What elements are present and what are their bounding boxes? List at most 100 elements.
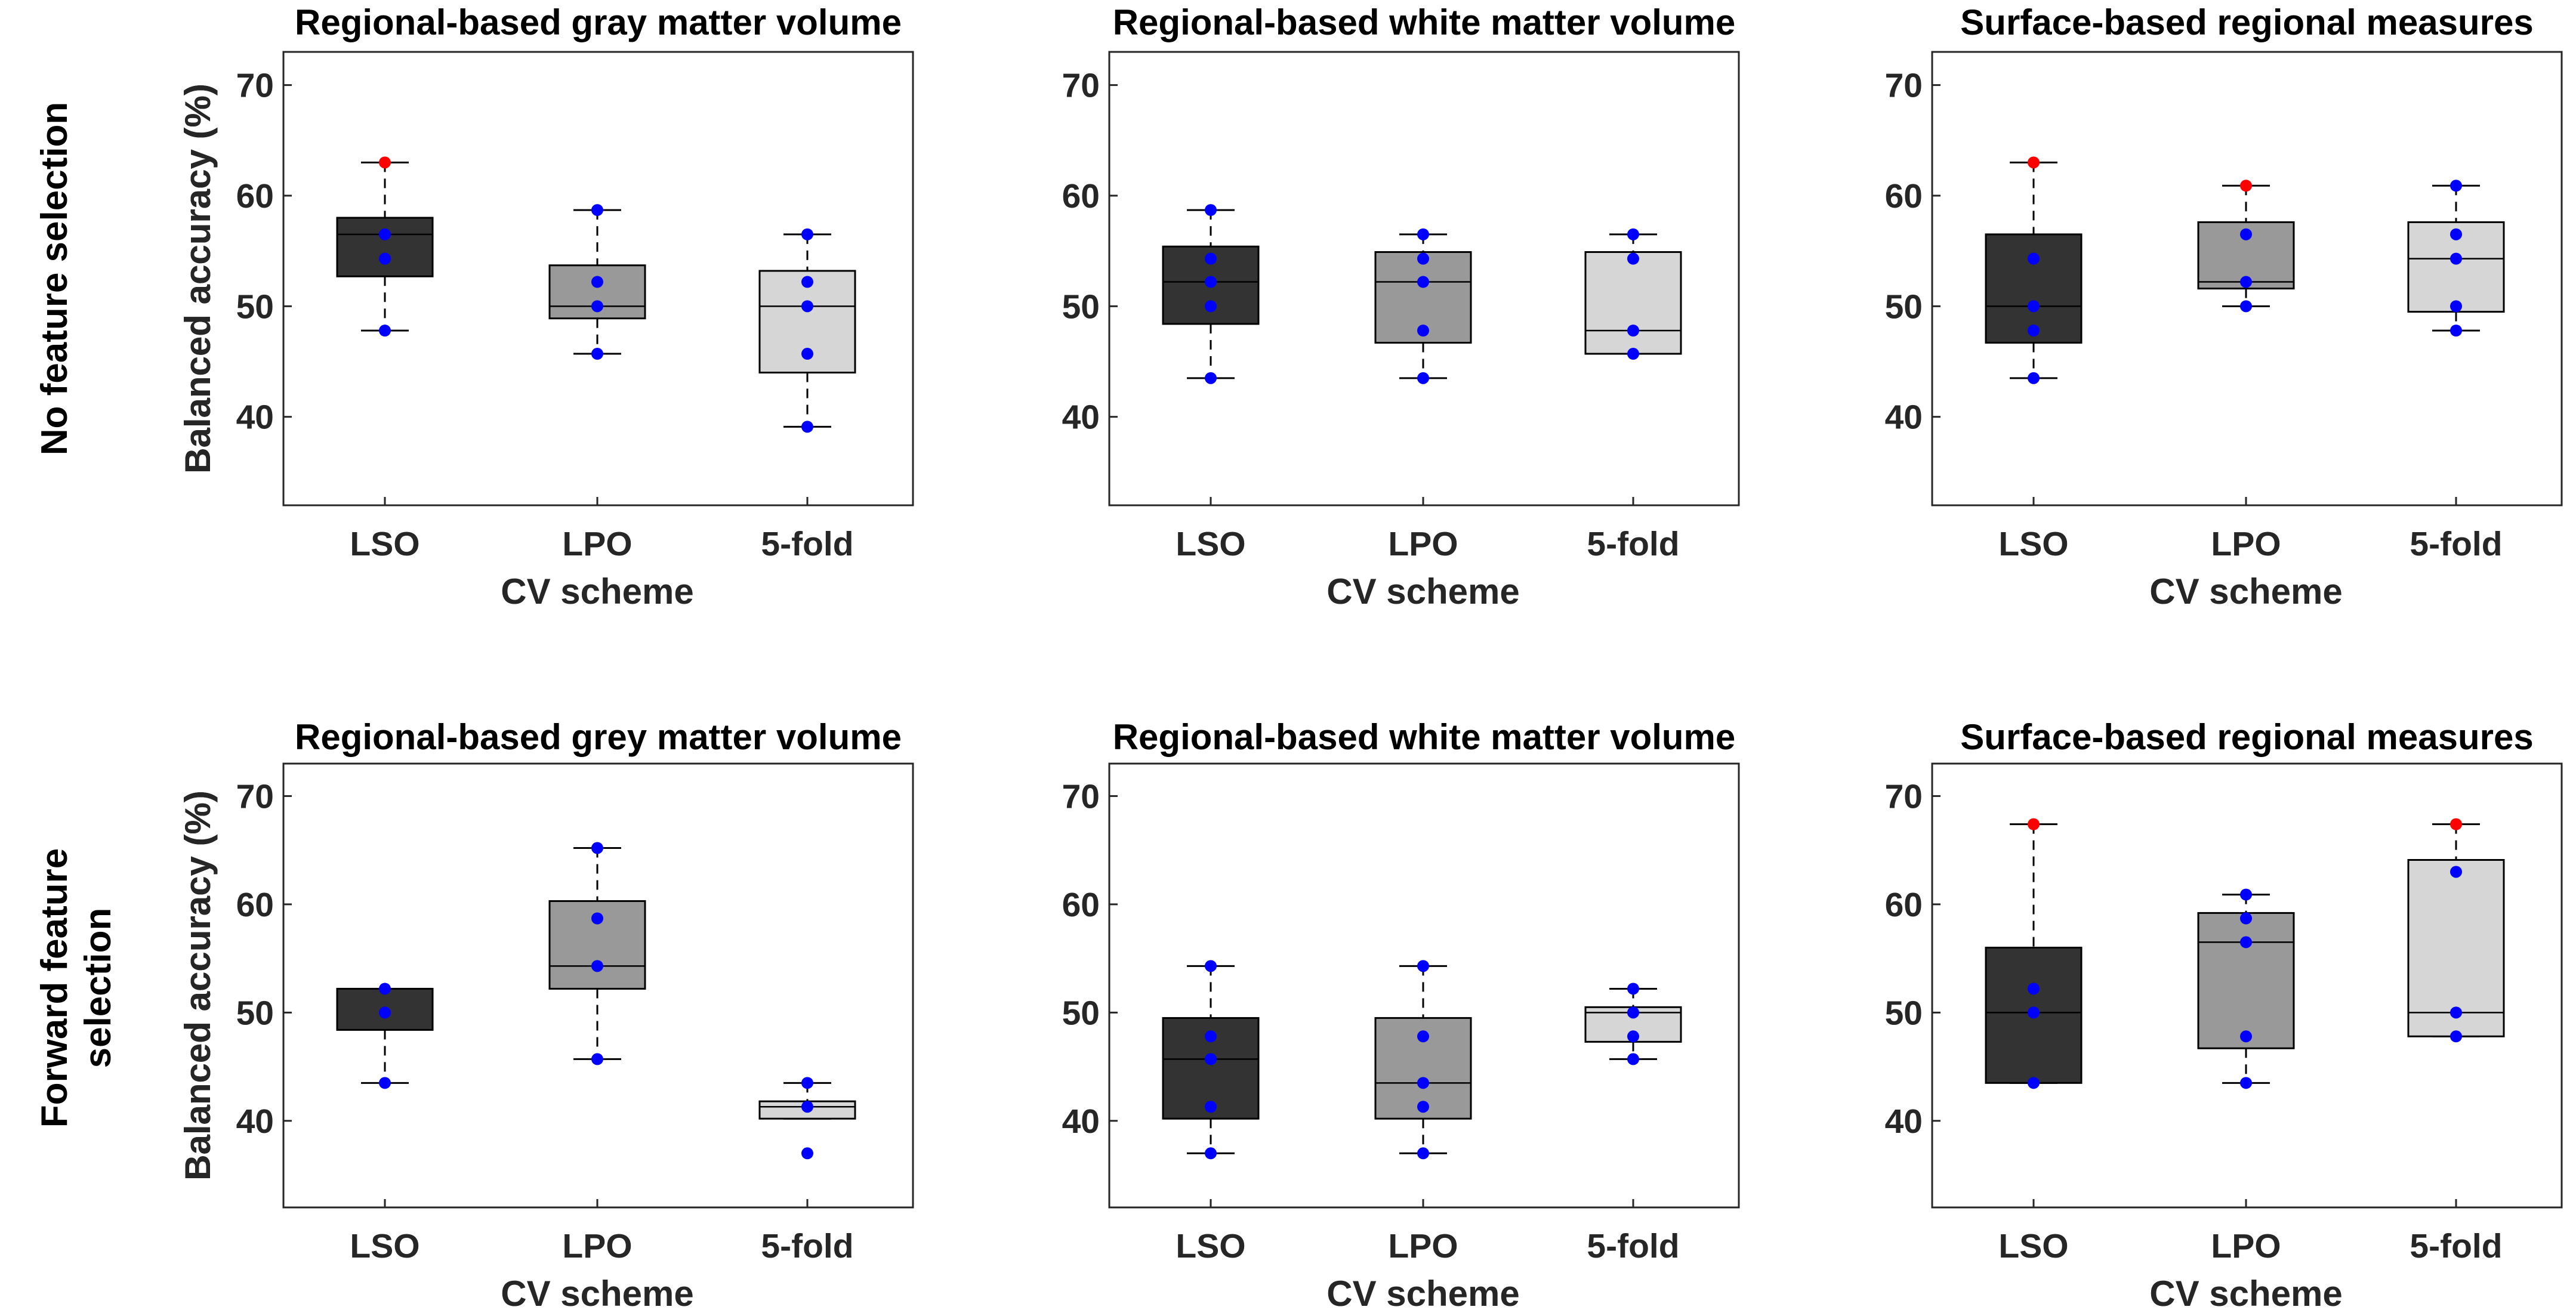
y-tick-label: 60	[1062, 177, 1100, 215]
data-point	[591, 348, 603, 360]
axes-frame	[1108, 762, 1740, 1209]
data-point-max	[2028, 818, 2040, 830]
y-tick-label: 40	[1885, 1102, 1923, 1141]
data-point	[2450, 228, 2462, 240]
x-tick-label: 5-fold	[761, 525, 853, 563]
data-point	[1627, 1053, 1639, 1065]
data-point	[1417, 1101, 1429, 1113]
x-tick-label: LPO	[562, 525, 632, 563]
x-axis-label: CV scheme	[1326, 571, 1520, 611]
box-LSO	[1162, 960, 1260, 1160]
data-point-max	[2450, 818, 2462, 830]
y-tick-label: 40	[236, 1102, 274, 1141]
data-point	[801, 1077, 813, 1089]
axes-frame	[282, 51, 914, 506]
box-LSO	[1985, 156, 2083, 384]
y-tick-label: 50	[236, 288, 274, 326]
data-point	[1417, 372, 1429, 384]
data-point	[801, 1101, 813, 1113]
box-5-fold	[758, 1077, 856, 1160]
chart-title: Regional-based grey matter volume	[295, 717, 902, 757]
data-point	[2028, 1006, 2040, 1019]
data-point	[591, 912, 603, 925]
data-point	[801, 1147, 813, 1160]
data-point	[2450, 180, 2462, 192]
x-tick-label: 5-fold	[2410, 525, 2502, 563]
y-tick-label: 70	[1885, 777, 1923, 815]
y-tick-label: 50	[1885, 288, 1923, 326]
data-point	[1205, 276, 1217, 288]
data-point	[1417, 276, 1429, 288]
data-point	[2240, 936, 2252, 949]
chart-panel-1: Regional-based gray matter volume 40 50 60 7…	[178, 2, 914, 611]
box-body	[2197, 912, 2295, 1049]
data-point	[1205, 960, 1217, 972]
data-point	[1627, 983, 1639, 995]
chart-panel-4: Regional-based grey matter volume 40 50 60 7…	[178, 717, 914, 1314]
data-point	[1205, 252, 1217, 265]
y-tick-label: 50	[236, 994, 274, 1032]
data-point	[2028, 325, 2040, 337]
data-point	[1627, 1030, 1639, 1043]
row-label-forward-feature-line1: Forward feature	[34, 848, 75, 1128]
axes-frame	[1931, 51, 2563, 506]
data-point	[1205, 1030, 1217, 1043]
box-LSO	[1985, 818, 2083, 1089]
data-point	[2028, 983, 2040, 995]
x-tick-label: LPO	[1388, 1227, 1458, 1265]
chart-title: Surface-based regional measures	[1960, 717, 2533, 757]
data-point	[591, 1053, 603, 1065]
data-point	[2450, 300, 2462, 313]
row-label-no-feature-selection: No feature selection	[34, 102, 75, 456]
data-point	[1205, 1101, 1217, 1113]
box-LPO	[1374, 228, 1472, 384]
x-tick-label: 5-fold	[1587, 525, 1679, 563]
data-point	[2450, 325, 2462, 337]
data-point	[1627, 325, 1639, 337]
x-axis-label: CV scheme	[2149, 571, 2343, 611]
data-point	[2028, 300, 2040, 313]
x-tick-label: LPO	[1388, 525, 1458, 563]
y-tick-label: 40	[1062, 398, 1100, 437]
data-point	[1205, 204, 1217, 217]
box-5-fold	[2407, 180, 2505, 337]
data-point	[2240, 1030, 2252, 1043]
data-point	[1627, 228, 1639, 240]
box-LSO	[336, 983, 434, 1089]
x-tick-label: 5-fold	[2410, 1227, 2502, 1265]
x-tick-label: LSO	[350, 1227, 419, 1265]
y-tick-label: 60	[236, 886, 274, 924]
x-tick-label: LSO	[1998, 525, 2068, 563]
data-point	[1417, 960, 1429, 972]
x-tick-label: LSO	[1998, 1227, 2068, 1265]
data-point	[1417, 1077, 1429, 1089]
data-point	[2450, 252, 2462, 265]
y-tick-label: 60	[1885, 177, 1923, 215]
chart-title: Regional-based white matter volume	[1113, 2, 1736, 42]
data-point	[1627, 1006, 1639, 1019]
data-point-max	[379, 156, 391, 169]
y-tick-label: 50	[1885, 994, 1923, 1032]
y-tick-label: 50	[1062, 288, 1100, 326]
data-point	[591, 276, 603, 288]
data-point	[379, 1006, 391, 1019]
box-LSO	[336, 156, 434, 337]
data-point	[379, 228, 391, 240]
chart-panel-6: Surface-based regional measures 40 50 60 70 B…	[178, 717, 2563, 1314]
chart-title: Regional-based white matter volume	[1113, 717, 1736, 757]
box-body	[336, 217, 434, 277]
y-tick-label: 40	[1062, 1102, 1100, 1141]
data-point	[1205, 1147, 1217, 1160]
data-point	[2240, 228, 2252, 240]
y-axis-label: Balanced accuracy (%)	[178, 84, 218, 474]
data-point	[2450, 1006, 2462, 1019]
data-point	[1417, 325, 1429, 337]
data-point	[379, 325, 391, 337]
data-point	[1627, 252, 1639, 265]
y-tick-label: 70	[1062, 67, 1100, 105]
y-tick-label: 50	[1062, 994, 1100, 1032]
x-tick-label: 5-fold	[761, 1227, 853, 1265]
y-axis-label: Balanced accuracy (%)	[178, 84, 218, 474]
data-point	[801, 276, 813, 288]
